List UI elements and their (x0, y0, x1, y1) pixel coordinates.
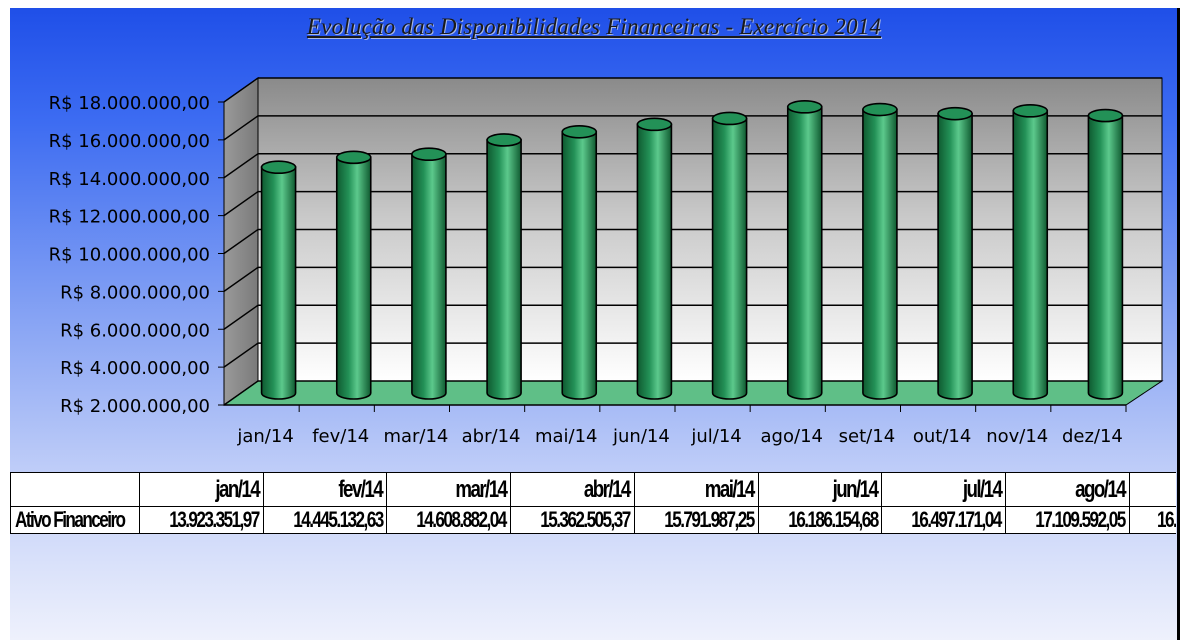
y-tick-label: R$ 6.000.000,00 (60, 320, 210, 341)
table-corner-cell (10, 472, 140, 507)
table-cell: 15.362.505,37 (510, 506, 635, 534)
bar (636, 123, 673, 400)
x-tick-label: dez/14 (1062, 426, 1123, 447)
bar (862, 108, 898, 400)
x-tick-label: mar/14 (383, 426, 448, 447)
bar-top (561, 125, 598, 139)
gridline-side (223, 115, 259, 141)
bar (711, 117, 748, 400)
table-header-cell: set/14 (1128, 472, 1176, 507)
bar-top (786, 100, 823, 114)
y-tick-label: R$ 4.000.000,00 (60, 358, 210, 379)
bar (411, 153, 447, 400)
table-cell: 15.791.987,25 (633, 506, 759, 534)
gridline-side (223, 77, 259, 103)
table-header-cell: mai/14 (633, 472, 759, 507)
bar-top (1012, 104, 1049, 118)
table-header-cell: fev/14 (262, 472, 388, 507)
y-tick-label: R$ 14.000.000,00 (49, 169, 210, 190)
table-header-cell: mar/14 (386, 472, 512, 507)
gridline-side (223, 342, 259, 368)
x-tick-label: fev/14 (312, 426, 369, 447)
bar-top (862, 102, 898, 117)
bar (486, 139, 522, 400)
y-tick-label: R$ 8.000.000,00 (60, 282, 210, 303)
y-tick-label: R$ 12.000.000,00 (49, 207, 210, 228)
bar (1012, 110, 1049, 400)
table-header-cell: jun/14 (757, 472, 883, 507)
x-tick-label: out/14 (913, 426, 971, 447)
y-tick-label: R$ 18.000.000,00 (49, 93, 210, 114)
bar (561, 131, 598, 400)
y-tick-label: R$ 10.000.000,00 (49, 245, 210, 266)
x-tick-label: mai/14 (535, 426, 598, 447)
table-cell: 16.186.154,68 (757, 506, 883, 534)
x-tick-label: jul/14 (690, 426, 741, 447)
chart-title: Evolução das Disponibilidades Financeira… (306, 14, 882, 39)
gridline-side (223, 153, 259, 179)
x-tick-label: jun/14 (612, 426, 670, 447)
bar (786, 106, 823, 400)
x-tick-label: jan/14 (236, 426, 293, 447)
x-tick-label: ago/14 (761, 426, 823, 447)
table-row: Ativo Financeiro 13.923.351,97 14.445.132,… (10, 506, 1176, 534)
bar-top (636, 117, 673, 132)
gridline-side (223, 266, 259, 292)
gridline-side (223, 304, 259, 330)
bar-top (260, 160, 297, 175)
bar (937, 112, 973, 400)
x-tick-label: set/14 (839, 426, 895, 447)
bar (260, 166, 297, 400)
table-header-cell: abr/14 (510, 472, 635, 507)
table-cell: 16.497.171,04 (881, 506, 1006, 534)
frame-border (1177, 8, 1180, 640)
bar-top (1087, 108, 1124, 123)
y-tick-label: R$ 16.000.000,00 (49, 131, 210, 152)
bar-top (937, 106, 973, 121)
data-table: jan/14 fev/14 mar/14 abr/14 mai/14 jun/14 jul/… (10, 472, 1176, 534)
bar-top (486, 133, 522, 147)
table-header-cell: jan/14 (139, 472, 264, 507)
table-cell: 14.608.882,04 (386, 506, 512, 534)
bar-top (711, 111, 748, 126)
x-tick-label: nov/14 (986, 426, 1048, 447)
x-tick-label: abr/14 (462, 426, 521, 447)
bar-top (411, 147, 447, 162)
gridline-side (223, 191, 259, 217)
bar (335, 156, 372, 400)
bar-top (335, 150, 372, 165)
table-cell: 14.445.132,63 (262, 506, 388, 534)
gridline-side (223, 380, 259, 406)
bar (1087, 114, 1124, 400)
table-header-row: jan/14 fev/14 mar/14 abr/14 mai/14 jun/14 jul/… (10, 472, 1176, 507)
gridline-side (223, 228, 259, 255)
table-header-cell: ago/14 (1004, 472, 1130, 507)
table-row-label: Ativo Financeiro (10, 506, 140, 534)
table-cell: 16.969.494,0 (1128, 506, 1176, 534)
table-header-cell: jul/14 (881, 472, 1006, 507)
table-cell: 13.923.351,97 (139, 506, 264, 534)
table-cell: 17.109.592,05 (1004, 506, 1130, 534)
y-tick-label: R$ 2.000.000,00 (60, 396, 210, 417)
